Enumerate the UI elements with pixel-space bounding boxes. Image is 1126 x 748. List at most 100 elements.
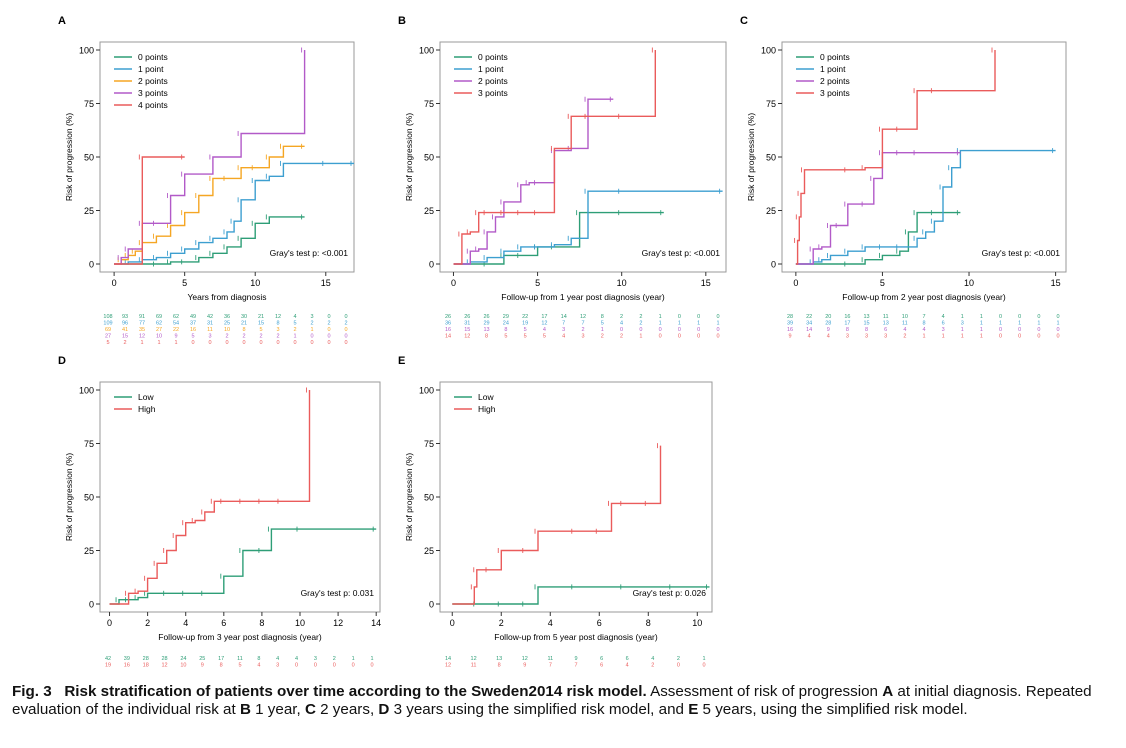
risk-table-cell: 3 bbox=[276, 663, 279, 669]
series-line bbox=[114, 156, 185, 265]
risk-table-cell: 3 bbox=[581, 334, 584, 340]
risk-table-cell: 4 bbox=[257, 663, 260, 669]
x-tick-label: 0 bbox=[451, 278, 456, 288]
risk-table-cell: 26 bbox=[464, 314, 470, 320]
risk-table-cell: 11 bbox=[237, 656, 243, 662]
risk-table-cell: 1 bbox=[942, 334, 945, 340]
legend-entry: 0 points bbox=[478, 52, 508, 62]
series-line bbox=[453, 190, 723, 265]
risk-table-cell: 28 bbox=[787, 314, 793, 320]
risk-table-cell: 0 bbox=[370, 663, 373, 669]
risk-table-cell: 4 bbox=[903, 327, 906, 333]
series-line bbox=[453, 50, 656, 265]
risk-table-cell: 8 bbox=[846, 327, 849, 333]
grays-test-annotation: Gray's test p: 0.031 bbox=[301, 588, 375, 598]
risk-table-cell: 69 bbox=[105, 327, 111, 333]
series-line bbox=[114, 145, 305, 265]
x-tick-label: 4 bbox=[183, 618, 188, 628]
risk-table-cell: 4 bbox=[562, 334, 565, 340]
risk-table-cell: 2 bbox=[651, 663, 654, 669]
risk-table-cell: 13 bbox=[484, 327, 490, 333]
x-tick-label: 10 bbox=[295, 618, 305, 628]
risk-table-cell: 10 bbox=[180, 663, 186, 669]
risk-table-cell: 7 bbox=[562, 321, 565, 327]
risk-table-cell: 12 bbox=[139, 334, 145, 340]
risk-table-cell: 12 bbox=[162, 663, 168, 669]
risk-table-cell: 36 bbox=[445, 321, 451, 327]
risk-table-cell: 0 bbox=[327, 334, 330, 340]
panel-label-e: E bbox=[398, 355, 405, 367]
risk-table-cell: 0 bbox=[242, 340, 245, 346]
risk-table-cell: 10 bbox=[224, 327, 230, 333]
risk-table-cell: 12 bbox=[522, 656, 528, 662]
x-tick-label: 0 bbox=[112, 278, 117, 288]
caption-text: 1 year, bbox=[250, 700, 305, 718]
risk-table-cell: 2 bbox=[276, 334, 279, 340]
series-line bbox=[795, 211, 961, 265]
risk-table-cell: 0 bbox=[259, 340, 262, 346]
risk-table-cell: 0 bbox=[191, 340, 194, 346]
y-tick-label: 50 bbox=[84, 153, 94, 163]
y-tick-label: 25 bbox=[424, 206, 434, 216]
risk-table-cell: 5 bbox=[524, 334, 527, 340]
x-tick-label: 4 bbox=[548, 618, 553, 628]
risk-table-cell: 2 bbox=[333, 656, 336, 662]
panel-label-b: B bbox=[398, 15, 406, 27]
series-line bbox=[452, 586, 710, 605]
risk-table-cell: 1 bbox=[659, 321, 662, 327]
x-axis-label: Follow-up from 5 year post diagnosis (ye… bbox=[494, 632, 658, 642]
risk-table-cell: 37 bbox=[190, 321, 196, 327]
risk-table-cell: 0 bbox=[678, 314, 681, 320]
risk-table-cell: 11 bbox=[207, 327, 213, 333]
y-tick-label: 75 bbox=[84, 99, 94, 109]
x-tick-label: 15 bbox=[1051, 278, 1061, 288]
y-tick-label: 50 bbox=[766, 153, 776, 163]
risk-table-cell: 49 bbox=[190, 314, 196, 320]
legend-entry: 2 points bbox=[478, 76, 508, 86]
y-axis-label: Risk of progression (%) bbox=[64, 453, 74, 542]
plot-frame bbox=[439, 381, 713, 613]
risk-table-cell: 12 bbox=[541, 321, 547, 327]
risk-table-cell: 25 bbox=[199, 656, 205, 662]
panel-label-d: D bbox=[58, 355, 66, 367]
risk-table-cell: 5 bbox=[259, 327, 262, 333]
x-axis-label: Follow-up from 2 year post diagnosis (ye… bbox=[842, 292, 1006, 302]
risk-table-cell: 1 bbox=[157, 340, 160, 346]
x-tick-label: 5 bbox=[182, 278, 187, 288]
y-tick-label: 75 bbox=[84, 439, 94, 449]
caption-text: 3 years using the simplified risk model,… bbox=[389, 700, 689, 718]
risk-table-cell: 1 bbox=[1056, 321, 1059, 327]
x-tick-label: 10 bbox=[692, 618, 702, 628]
risk-table-cell: 0 bbox=[678, 334, 681, 340]
risk-table-cell: 0 bbox=[314, 663, 317, 669]
x-tick-label: 10 bbox=[617, 278, 627, 288]
risk-table-cell: 0 bbox=[999, 334, 1002, 340]
risk-table-cell: 5 bbox=[524, 327, 527, 333]
risk-table-cell: 7 bbox=[574, 663, 577, 669]
risk-table-cell: 1 bbox=[980, 314, 983, 320]
risk-table-cell: 4 bbox=[808, 334, 811, 340]
y-axis-label: Risk of progression (%) bbox=[404, 453, 414, 542]
y-tick-label: 100 bbox=[419, 386, 434, 396]
risk-table-cell: 2 bbox=[581, 327, 584, 333]
risk-table-cell: 1 bbox=[961, 314, 964, 320]
x-tick-label: 5 bbox=[535, 278, 540, 288]
risk-table-cell: 27 bbox=[156, 327, 162, 333]
risk-table-cell: 3 bbox=[562, 327, 565, 333]
risk-table-cell: 12 bbox=[471, 656, 477, 662]
risk-table-cell: 4 bbox=[922, 327, 925, 333]
legend-entry: 1 point bbox=[478, 64, 504, 74]
y-tick-label: 50 bbox=[424, 493, 434, 503]
y-axis-label: Risk of progression (%) bbox=[746, 113, 756, 202]
risk-table-cell: 62 bbox=[156, 321, 162, 327]
risk-table-cell: 2 bbox=[639, 321, 642, 327]
risk-table-cell: 0 bbox=[1037, 334, 1040, 340]
risk-table-cell: 16 bbox=[445, 327, 451, 333]
risk-table-cell: 21 bbox=[258, 314, 264, 320]
risk-table-cell: 4 bbox=[276, 656, 279, 662]
risk-table-cell: 21 bbox=[241, 321, 247, 327]
risk-table-cell: 26 bbox=[484, 314, 490, 320]
risk-table-cell: 14 bbox=[445, 656, 451, 662]
y-axis-label: Risk of progression (%) bbox=[404, 113, 414, 202]
grays-test-annotation: Gray's test p: <0.001 bbox=[642, 248, 721, 258]
